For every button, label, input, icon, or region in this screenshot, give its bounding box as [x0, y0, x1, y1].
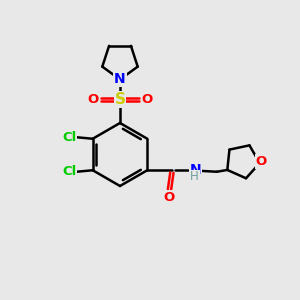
Text: O: O	[87, 93, 99, 106]
Text: N: N	[190, 163, 201, 177]
Text: S: S	[115, 92, 125, 107]
Text: O: O	[164, 191, 175, 204]
Text: Cl: Cl	[62, 131, 77, 144]
Text: Cl: Cl	[62, 165, 77, 178]
Text: H: H	[190, 170, 199, 183]
Text: O: O	[256, 155, 267, 168]
Text: O: O	[141, 93, 153, 106]
Text: N: N	[114, 73, 126, 86]
Text: N: N	[114, 71, 126, 85]
